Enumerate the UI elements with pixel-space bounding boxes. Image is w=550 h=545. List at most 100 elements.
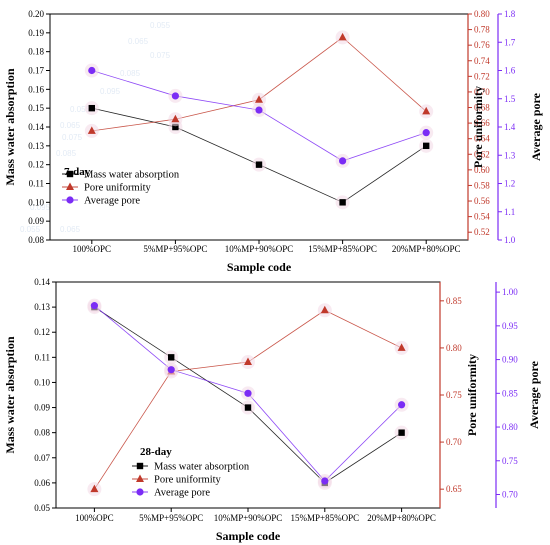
- legend-item-label: Mass water absorption: [84, 170, 180, 181]
- legend-item-label: Pore uniformity: [154, 475, 222, 486]
- legend: Mass water absorption Pore uniformity Aver…: [62, 170, 180, 207]
- left-axis-tick-label: 0.08: [34, 428, 50, 438]
- right-axis-2-tick-label: 0.70: [502, 490, 518, 500]
- right-axis-1-tick-label: 0.58: [474, 180, 490, 190]
- left-axis-tick-label: 0.14: [34, 277, 50, 287]
- left-axis-tick-label: 0.11: [29, 179, 44, 189]
- data-point: [168, 354, 175, 361]
- right-axis-2-tick-label: 1.0: [504, 235, 516, 245]
- left-axis-title: Mass water absorption: [3, 68, 17, 185]
- data-point: [88, 66, 96, 75]
- x-tick-label: 20%MP+80%OPC: [392, 244, 461, 254]
- left-axis-tick-label: 0.12: [34, 327, 50, 337]
- right-axis-2-tick-label: 1.7: [504, 37, 516, 47]
- left-axis-tick-label: 0.11: [35, 352, 50, 362]
- right-axis-1-tick-label: 0.66: [474, 118, 490, 128]
- right-axis-2-tick-label: 1.3: [504, 150, 516, 160]
- x-tick-label: 100%OPC: [73, 244, 112, 254]
- x-tick-label: 100%OPC: [75, 513, 114, 523]
- x-tick-label: 10%MP+90%OPC: [225, 244, 294, 254]
- x-tick-label: 5%MP+95%OPC: [139, 513, 203, 523]
- data-point: [90, 484, 99, 493]
- legend-item-label: Average pore: [154, 488, 210, 499]
- x-axis-title: Sample code: [216, 529, 281, 543]
- watermark-number: 0.055: [70, 105, 91, 114]
- data-point: [172, 123, 179, 131]
- left-axis-tick-label: 0.12: [28, 160, 44, 170]
- data-point: [339, 157, 347, 165]
- data-point: [167, 366, 175, 374]
- right-axis-1-tick-label: 0.70: [474, 87, 490, 97]
- x-tick-label: 15%MP+85%OPC: [308, 244, 377, 254]
- right-axis-1-tick-label: 0.62: [474, 149, 490, 159]
- right-axis-2-title: Average pore: [527, 360, 541, 429]
- right-axis-2-tick-label: 1.4: [504, 122, 516, 132]
- left-axis-tick-label: 0.08: [28, 235, 44, 245]
- x-tick-label: 10%MP+90%OPC: [214, 513, 283, 523]
- left-axis-tick-label: 0.10: [34, 377, 50, 387]
- right-axis-1-tick-label: 0.80: [446, 343, 462, 353]
- data-point: [244, 404, 252, 411]
- data-point: [422, 106, 431, 115]
- right-axis-1-tick-label: 0.75: [446, 390, 462, 400]
- right-axis-2-tick-label: 0.75: [502, 456, 518, 466]
- x-tick-label: 20%MP+80%OPC: [367, 513, 436, 523]
- data-point: [398, 401, 406, 409]
- left-axis-tick-label: 0.09: [28, 216, 44, 226]
- data-point: [339, 199, 346, 206]
- right-axis-2-tick-label: 0.95: [502, 321, 518, 331]
- watermark-number: 0.065: [128, 37, 149, 46]
- legend-swatch-marker: [66, 170, 74, 178]
- left-axis-tick-label: 0.05: [34, 503, 50, 513]
- right-axis-1-tick-label: 0.56: [474, 196, 490, 206]
- right-axis-1-tick-label: 0.68: [474, 103, 490, 113]
- right-axis-1-title: Pore uniformity: [471, 86, 485, 168]
- left-axis-tick-label: 0.14: [28, 122, 44, 132]
- right-axis-2-tick-label: 0.90: [502, 355, 518, 365]
- x-axis-title: Sample code: [227, 260, 292, 274]
- right-axis-1-tick-label: 0.85: [446, 296, 462, 306]
- series-circle: [84, 63, 434, 168]
- legend-item-label: Pore uniformity: [84, 183, 152, 194]
- data-point: [171, 114, 180, 123]
- legend: Mass water absorption Pore uniformity Aver…: [132, 462, 250, 499]
- data-point: [171, 92, 179, 100]
- left-axis-tick-label: 0.17: [28, 66, 44, 76]
- left-axis-tick-label: 0.13: [34, 302, 50, 312]
- right-axis-2-tick-label: 1.2: [504, 179, 515, 189]
- right-axis-1-tick-label: 0.54: [474, 212, 490, 222]
- right-axis-1-tick-label: 0.74: [474, 56, 490, 66]
- left-axis-tick-label: 0.19: [28, 28, 44, 38]
- right-axis-1-tick-label: 0.52: [474, 227, 490, 237]
- data-point: [244, 357, 252, 366]
- watermark-number: 0.065: [60, 225, 81, 234]
- watermark-layer: 0.0550.0650.0750.0850.0950.0550.0650.075…: [20, 21, 171, 234]
- data-point: [422, 129, 430, 137]
- data-point: [255, 106, 263, 114]
- watermark-number: 0.085: [120, 69, 141, 78]
- left-axis-title: Mass water absorption: [3, 336, 17, 453]
- series-circle: [87, 298, 409, 489]
- right-axis-2-tick-label: 0.85: [502, 388, 518, 398]
- data-point: [321, 477, 329, 485]
- left-axis-tick-label: 0.10: [28, 197, 44, 207]
- right-axis-1-tick-label: 0.76: [474, 40, 490, 50]
- series-square: [84, 101, 434, 210]
- panel-label: 28-day: [140, 446, 172, 458]
- data-point: [244, 389, 252, 397]
- right-axis-2-tick-label: 0.80: [502, 422, 518, 432]
- data-point: [338, 32, 347, 41]
- legend-swatch-marker: [136, 462, 144, 470]
- watermark-number: 0.075: [150, 51, 171, 60]
- right-axis-1-tick-label: 0.80: [474, 9, 490, 19]
- data-point: [255, 95, 263, 103]
- right-axis-2-tick-label: 1.8: [504, 9, 516, 19]
- right-axis-1-tick-label: 0.70: [446, 437, 462, 447]
- left-axis-tick-label: 0.20: [28, 9, 44, 19]
- data-point: [88, 104, 95, 112]
- data-point: [398, 429, 405, 436]
- legend-swatch-marker: [136, 474, 144, 482]
- left-axis-tick-label: 0.07: [34, 453, 50, 463]
- right-axis-1-tick-label: 0.65: [446, 484, 462, 494]
- watermark-number: 0.055: [150, 21, 171, 30]
